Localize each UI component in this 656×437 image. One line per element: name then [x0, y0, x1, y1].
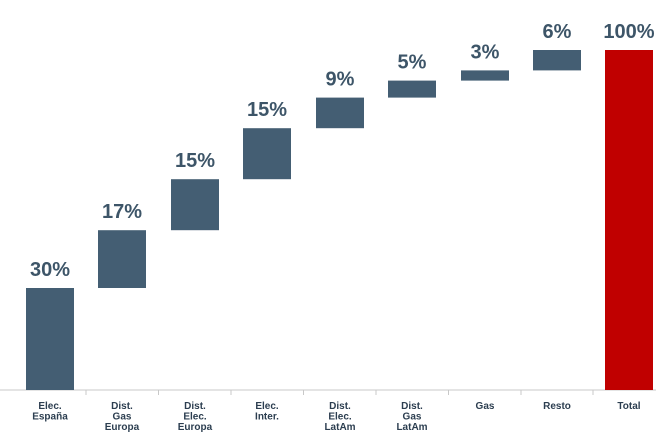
value-label: 9% [326, 69, 355, 91]
category-label: Resto [543, 401, 571, 412]
category-label: Dist. Elec. Europa [178, 401, 213, 433]
value-label: 17% [102, 201, 142, 223]
bar-3 [243, 128, 291, 180]
category-label-line: Elec. [38, 401, 62, 412]
category-label-line: Resto [543, 401, 571, 412]
category-label-line: Gas [476, 401, 495, 412]
category-label-line: Europa [178, 422, 213, 433]
value-label: 6% [543, 21, 572, 43]
value-label: 5% [398, 52, 427, 74]
tick-group [85, 390, 594, 395]
value-label: 3% [471, 41, 500, 63]
bar-2 [171, 179, 219, 231]
category-label-line: Elec. [328, 412, 352, 423]
bar-1 [98, 230, 146, 288]
category-label: Gas [476, 401, 495, 412]
value-label: 15% [175, 150, 215, 172]
category-label-line: Elec. [255, 401, 279, 412]
bar-0 [26, 288, 74, 390]
category-label-line: Dist. [111, 401, 133, 412]
category-label-line: Total [617, 401, 640, 412]
category-label-line: Dist. [184, 401, 206, 412]
category-label-line: Inter. [255, 412, 279, 423]
bar-5 [388, 80, 436, 98]
category-label-line: España [32, 412, 68, 423]
bar-total [605, 50, 653, 390]
category-label-line: Gas [403, 412, 422, 423]
value-label: 30% [30, 259, 70, 281]
value-label-group: 30% 17% 15% 15% 9% 5% 3% 6% 100% [30, 21, 655, 281]
category-label-line: Europa [105, 422, 140, 433]
category-label: Elec. España [32, 401, 68, 423]
category-label: Dist. Gas Europa [105, 401, 140, 433]
category-label-line: LatAm [324, 422, 355, 433]
bar-6 [461, 70, 509, 81]
category-label: Elec. Inter. [255, 401, 279, 423]
value-label: 100% [603, 21, 654, 43]
category-label-line: Dist. [329, 401, 351, 412]
category-label-line: Dist. [401, 401, 423, 412]
category-label: Dist. Elec. LatAm [324, 401, 355, 433]
bar-group [26, 50, 653, 390]
category-label: Dist. Gas LatAm [396, 401, 427, 433]
category-label: Total [617, 401, 640, 412]
value-label: 15% [247, 99, 287, 121]
bar-7 [533, 50, 581, 71]
bar-4 [316, 97, 364, 129]
category-label-line: Gas [113, 412, 132, 423]
category-label-line: Elec. [183, 412, 207, 423]
category-label-line: LatAm [396, 422, 427, 433]
